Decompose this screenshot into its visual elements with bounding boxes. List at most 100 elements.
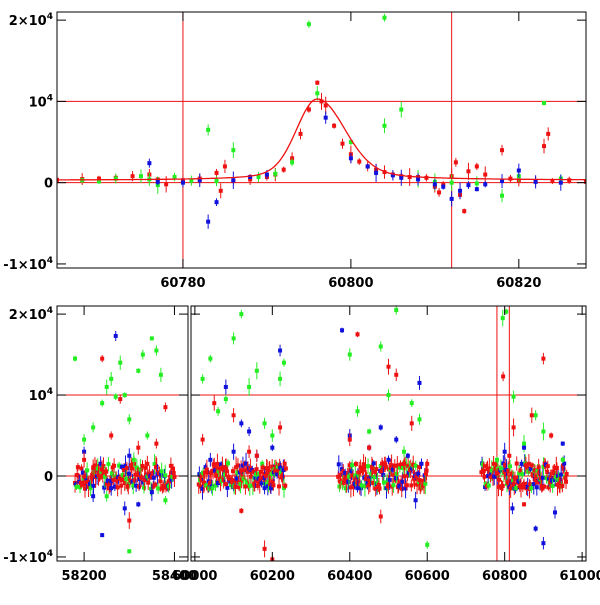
data-point — [510, 506, 515, 511]
data-point — [315, 91, 320, 96]
data-point — [143, 465, 148, 470]
data-point — [101, 464, 106, 469]
data-point — [158, 479, 163, 484]
data-point — [500, 316, 505, 321]
data-point — [414, 474, 419, 479]
data-point — [363, 464, 368, 469]
data-point — [356, 473, 361, 478]
data-point — [92, 469, 97, 474]
data-point — [73, 482, 78, 487]
data-point — [270, 433, 275, 438]
data-point — [97, 475, 102, 480]
data-point — [147, 471, 152, 476]
data-point — [273, 469, 278, 474]
data-point — [545, 469, 550, 474]
data-point — [500, 193, 505, 198]
data-point — [131, 457, 136, 462]
data-point — [136, 368, 141, 373]
data-point — [216, 469, 221, 474]
data-point — [556, 474, 561, 479]
blue-series — [82, 330, 154, 538]
data-point — [262, 546, 267, 551]
data-point — [252, 483, 257, 488]
data-point — [231, 336, 236, 341]
data-point — [360, 467, 365, 472]
data-point — [244, 461, 249, 466]
data-point — [489, 472, 494, 477]
data-point — [247, 483, 252, 488]
data-point — [489, 468, 494, 473]
data-point — [94, 464, 99, 469]
data-point — [559, 472, 564, 477]
data-point — [549, 476, 554, 481]
data-point — [121, 478, 126, 483]
data-point — [82, 480, 87, 485]
data-point — [100, 401, 105, 406]
y-tick-label: 2×104 — [9, 306, 53, 323]
data-point — [516, 479, 521, 484]
data-point — [362, 484, 367, 489]
data-point — [306, 107, 311, 112]
data-point — [560, 483, 565, 488]
data-point — [97, 470, 102, 475]
data-point — [251, 469, 256, 474]
data-point — [412, 477, 417, 482]
data-point — [109, 486, 114, 491]
data-point — [212, 468, 217, 473]
data-point — [150, 470, 155, 475]
model-curve — [57, 98, 586, 181]
data-point — [172, 475, 177, 480]
data-point — [247, 449, 252, 454]
data-point — [275, 465, 280, 470]
data-point — [140, 352, 145, 357]
data-point — [494, 457, 499, 462]
data-point — [348, 485, 353, 490]
data-point — [248, 177, 253, 182]
data-point — [76, 474, 81, 479]
data-point — [437, 190, 442, 195]
data-point — [553, 510, 558, 515]
data-point — [136, 484, 141, 489]
data-point — [367, 477, 372, 482]
data-point — [523, 463, 528, 468]
data-point — [164, 182, 169, 187]
data-point — [546, 131, 551, 136]
data-point — [522, 502, 527, 507]
data-point — [558, 180, 563, 185]
data-point — [107, 486, 112, 491]
data-point — [248, 174, 253, 179]
data-point — [372, 475, 377, 480]
data-point — [374, 170, 379, 175]
data-point — [127, 518, 132, 523]
data-point — [353, 461, 358, 466]
data-point — [249, 474, 254, 479]
data-point — [154, 348, 159, 353]
data-point — [391, 483, 396, 488]
data-point — [245, 469, 250, 474]
data-point — [277, 462, 282, 467]
data-point — [407, 174, 412, 179]
data-point — [560, 441, 565, 446]
data-point — [423, 481, 428, 486]
data-point — [214, 471, 219, 476]
data-point — [509, 471, 514, 476]
y-tick-label: 2×104 — [9, 12, 53, 29]
data-point — [161, 485, 166, 490]
data-point — [202, 480, 207, 485]
data-point — [258, 477, 263, 482]
data-point — [78, 485, 83, 490]
data-point — [415, 482, 420, 487]
data-point — [120, 473, 125, 478]
data-point — [91, 425, 96, 430]
data-point — [397, 465, 402, 470]
data-point — [423, 471, 428, 476]
data-point — [394, 308, 399, 313]
data-point — [131, 483, 136, 488]
data-point — [511, 394, 516, 399]
data-point — [542, 484, 547, 489]
data-point — [122, 506, 127, 511]
data-point — [96, 179, 101, 184]
data-point — [141, 480, 146, 485]
data-point — [409, 466, 414, 471]
